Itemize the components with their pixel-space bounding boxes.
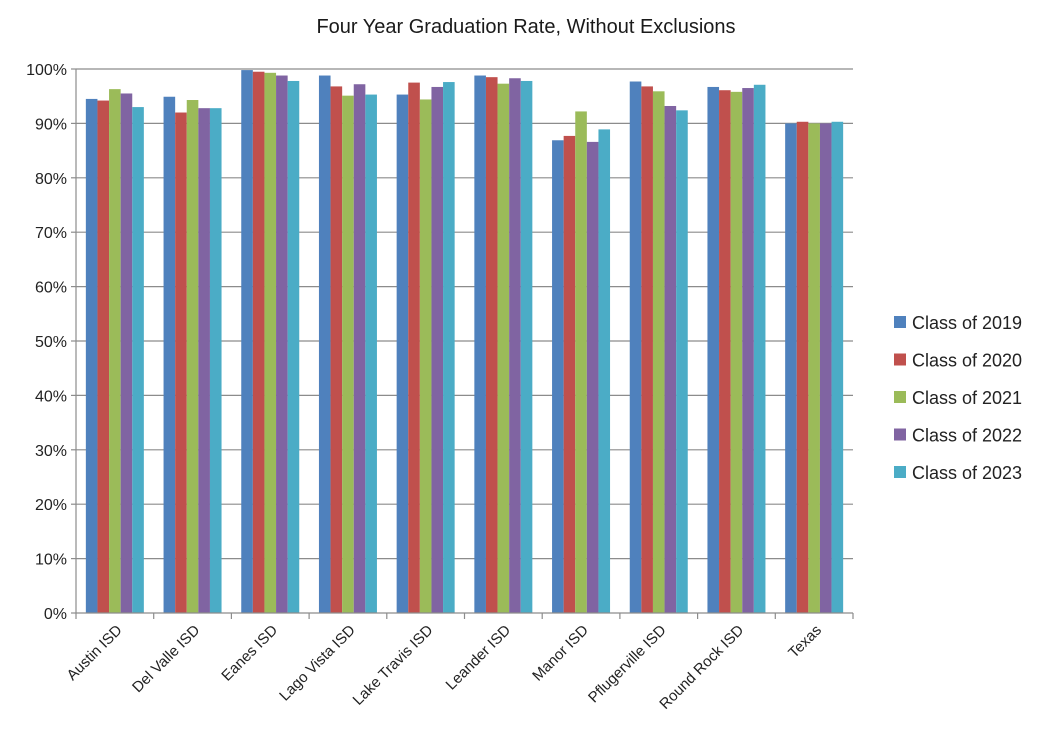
- bar: [664, 105, 677, 613]
- legend-label: Class of 2022: [912, 426, 1022, 446]
- bars: [85, 70, 844, 614]
- bar: [252, 71, 265, 614]
- legend-label: Class of 2023: [912, 463, 1022, 483]
- x-tick-label: Manor ISD: [529, 622, 592, 685]
- bar: [707, 86, 720, 613]
- bar: [575, 111, 587, 613]
- bar: [598, 129, 611, 613]
- bar: [520, 80, 533, 613]
- bar: [730, 91, 743, 613]
- bar: [785, 123, 797, 614]
- y-tick-label: 80%: [35, 171, 67, 188]
- x-tick-label: Round Rock ISD: [656, 622, 747, 713]
- bar: [109, 89, 121, 614]
- bar: [132, 107, 144, 613]
- bar: [485, 77, 498, 613]
- bar: [719, 90, 731, 613]
- bar: [85, 98, 98, 614]
- bar: [198, 108, 210, 613]
- bar: [443, 82, 455, 613]
- x-tick-label: Texas: [785, 622, 825, 662]
- legend-swatch: [894, 353, 906, 366]
- x-tick-label: Lago Vista ISD: [276, 622, 359, 705]
- legend-swatch: [894, 316, 906, 328]
- bar: [808, 123, 820, 614]
- bar: [186, 100, 199, 614]
- bar: [175, 112, 187, 614]
- bar: [641, 86, 653, 613]
- legend: Class of 2019 Class of 2020 Class of 2021 C…: [894, 313, 1022, 483]
- chart-title: Four Year Graduation Rate, Without Exclu…: [316, 16, 736, 38]
- bar: [509, 78, 521, 614]
- bar: [676, 110, 688, 614]
- bar: [586, 141, 599, 613]
- legend-label: Class of 2020: [912, 351, 1022, 371]
- bar: [419, 99, 432, 614]
- bar: [629, 81, 642, 613]
- bar: [396, 94, 409, 614]
- y-tick-label: 90%: [35, 116, 67, 133]
- bar: [563, 135, 576, 614]
- y-tick-label: 50%: [35, 334, 67, 351]
- bar: [276, 75, 288, 613]
- bar: [831, 121, 844, 613]
- bar: [330, 86, 343, 613]
- bar: [264, 72, 277, 614]
- x-tick-label: Austin ISD: [64, 622, 126, 684]
- y-tick-label: 100%: [26, 62, 67, 79]
- bar: [241, 70, 253, 613]
- legend-label: Class of 2021: [912, 388, 1022, 408]
- bar: [431, 86, 444, 613]
- y-tick-label: 70%: [35, 225, 67, 242]
- y-tick-label: 30%: [35, 443, 67, 460]
- bar: [652, 91, 665, 613]
- bar: [163, 96, 176, 613]
- bar: [497, 83, 510, 614]
- x-tick-label: Lake Travis ISD: [350, 622, 437, 709]
- y-tick-label: 40%: [35, 388, 67, 405]
- bar: [353, 84, 366, 614]
- legend-swatch: [894, 428, 906, 441]
- x-tick-label: Pflugerville ISD: [585, 622, 670, 707]
- y-tick-label: 10%: [35, 552, 67, 569]
- bar: [819, 123, 832, 614]
- legend-label: Class of 2019: [912, 313, 1022, 333]
- bar: [342, 95, 354, 613]
- x-tick-label: Leander ISD: [443, 622, 515, 694]
- bar: [365, 94, 377, 614]
- bar: [408, 82, 420, 614]
- legend-swatch: [894, 391, 906, 403]
- x-tick-label: Del Valle ISD: [129, 622, 203, 696]
- bar: [287, 80, 300, 613]
- bar: [753, 84, 766, 613]
- bar: [318, 75, 331, 613]
- y-tick-label: 60%: [35, 280, 67, 297]
- bar: [742, 88, 754, 614]
- x-tick-label: Eanes ISD: [218, 622, 281, 685]
- legend-swatch: [894, 466, 906, 478]
- y-tick-label: 20%: [35, 497, 67, 514]
- y-tick-label: 0%: [44, 606, 67, 623]
- bar: [209, 108, 222, 613]
- bar: [97, 100, 110, 613]
- bar: [552, 140, 564, 614]
- bar: [796, 121, 809, 613]
- bar: [474, 75, 486, 613]
- bar: [120, 93, 133, 614]
